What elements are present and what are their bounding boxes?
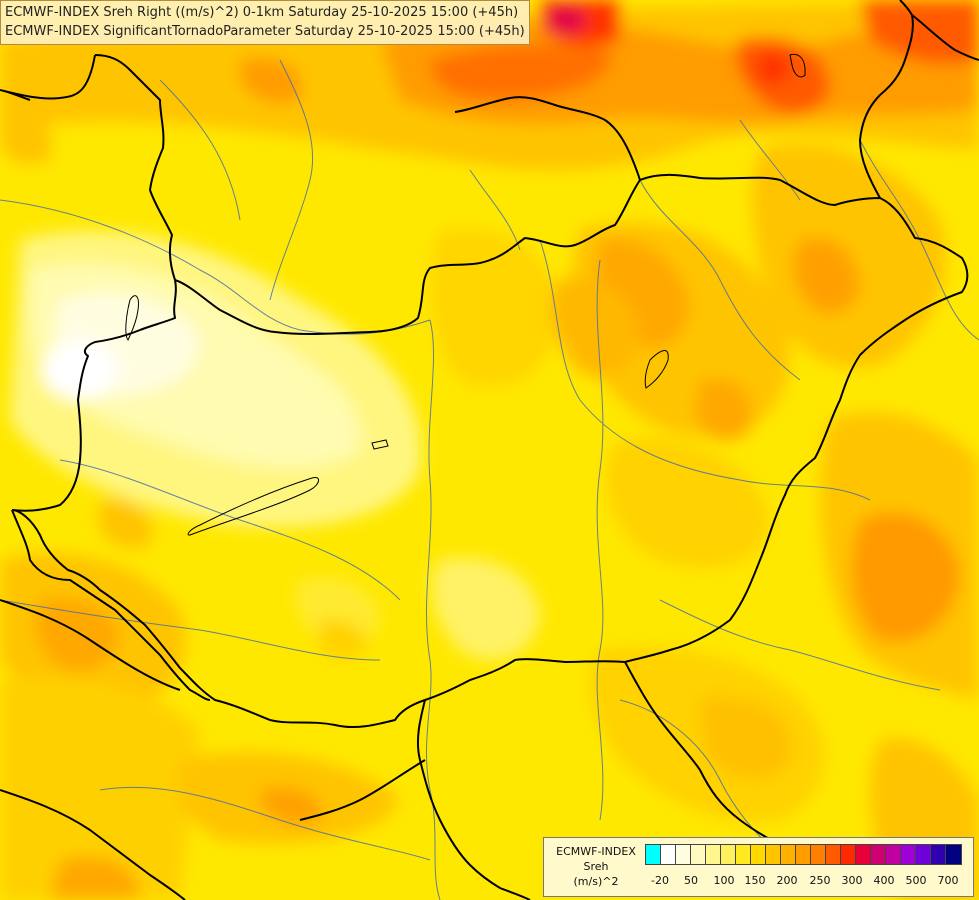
legend-swatch xyxy=(676,845,691,864)
legend-swatch xyxy=(691,845,706,864)
legend-tick-label: 500 xyxy=(905,874,927,887)
legend-swatch xyxy=(856,845,871,864)
legend-swatch xyxy=(751,845,766,864)
legend-swatch xyxy=(646,845,661,864)
legend-tick-label: 200 xyxy=(776,874,798,887)
legend-tick-label: 700 xyxy=(937,874,959,887)
legend-swatch xyxy=(796,845,811,864)
legend-swatch xyxy=(781,845,796,864)
legend-swatch xyxy=(706,845,721,864)
legend-swatches xyxy=(645,844,962,865)
legend-tick-label: -20 xyxy=(651,874,669,887)
legend-swatch xyxy=(901,845,916,864)
legend-title-line3: (m/s)^2 xyxy=(573,875,619,888)
legend-tick-label: 50 xyxy=(684,874,698,887)
legend-title-line1: ECMWF-INDEX xyxy=(556,845,636,858)
legend-swatch xyxy=(736,845,751,864)
legend-swatch xyxy=(871,845,886,864)
legend-swatch xyxy=(826,845,841,864)
legend-tick-label: 100 xyxy=(713,874,735,887)
legend-swatch xyxy=(916,845,931,864)
color-legend: ECMWF-INDEX Sreh (m/s)^2 -20 50 100 150 200 2… xyxy=(543,837,974,897)
legend-tick-label: 300 xyxy=(841,874,863,887)
legend-title-line2: Sreh xyxy=(583,860,609,873)
legend-swatch xyxy=(811,845,826,864)
legend-swatch xyxy=(946,845,961,864)
map-title-box: ECMWF-INDEX Sreh Right ((m/s)^2) 0-1km S… xyxy=(0,0,530,45)
legend-swatch xyxy=(931,845,946,864)
map-title-line1: ECMWF-INDEX Sreh Right ((m/s)^2) 0-1km S… xyxy=(5,5,519,20)
lakes xyxy=(125,53,806,536)
legend-swatch xyxy=(886,845,901,864)
legend-tick-label: 150 xyxy=(744,874,766,887)
legend-title: ECMWF-INDEX Sreh (m/s)^2 xyxy=(548,844,644,889)
legend-swatch xyxy=(841,845,856,864)
legend-swatch xyxy=(721,845,736,864)
legend-tick-labels: -20 50 100 150 200 250 300 400 500 700 xyxy=(645,874,970,890)
legend-tick-label: 250 xyxy=(809,874,831,887)
legend-tick-label: 400 xyxy=(873,874,895,887)
legend-swatch xyxy=(766,845,781,864)
legend-swatch xyxy=(661,845,676,864)
map-title-line2: ECMWF-INDEX SignificantTornadoParameter … xyxy=(5,24,525,39)
